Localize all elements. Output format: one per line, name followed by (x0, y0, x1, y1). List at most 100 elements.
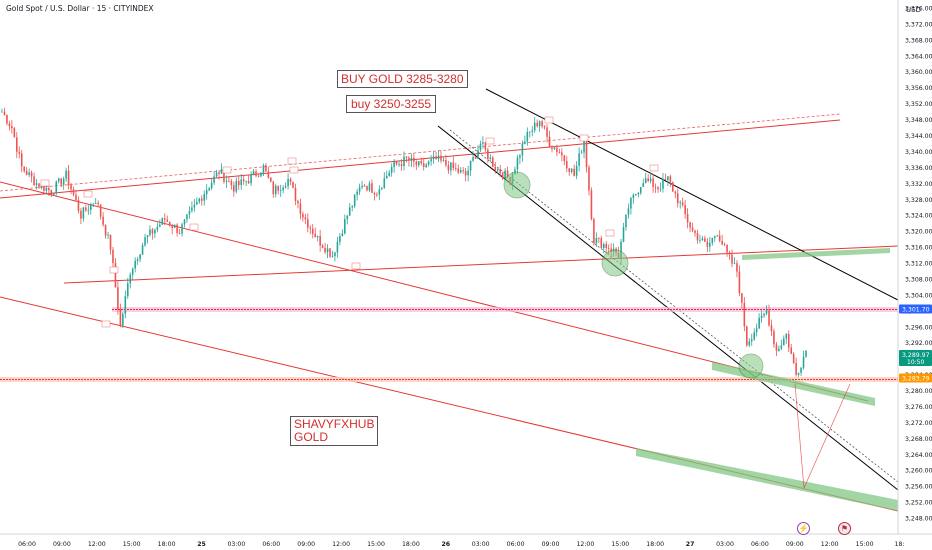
swing-marker (544, 116, 554, 124)
candle-body (171, 225, 173, 228)
buy-gold-note[interactable]: BUY GOLD 3285-3280 (337, 70, 468, 88)
candle-body (336, 241, 339, 253)
candle-body (797, 372, 800, 375)
candle-body (405, 156, 408, 158)
x-tick-label: 18:00 (646, 541, 664, 548)
candle-body (632, 194, 635, 198)
flag-icon[interactable]: ⚑ (838, 522, 851, 535)
candle-body (114, 263, 117, 288)
swing-marker (579, 134, 589, 142)
candle-body (146, 235, 149, 238)
candle-body (107, 234, 109, 236)
candle-body (755, 328, 758, 333)
candle-body (736, 263, 738, 272)
candle-body (383, 178, 386, 189)
x-tick-label: 06:00 (751, 541, 769, 548)
candle-body (686, 214, 689, 223)
candle-body (741, 293, 743, 303)
candle-body (215, 172, 218, 177)
candle-body (674, 191, 677, 194)
candle-body (20, 153, 23, 167)
candle-body (358, 187, 361, 192)
price-tag-value: 3,289.97 (902, 352, 930, 359)
candle-body (89, 204, 92, 210)
candle-body (245, 180, 247, 182)
brand-note[interactable]: SHAVYFXHUB GOLD (290, 416, 379, 446)
candle-body (252, 171, 255, 175)
candle-body (390, 166, 393, 173)
y-tick-label: 3,372.00 (905, 21, 932, 28)
candle-body (464, 171, 467, 176)
candle-body (311, 228, 314, 234)
candle-body (198, 198, 201, 202)
swing-marker (109, 266, 119, 274)
candle-body (75, 194, 77, 201)
candle-body (403, 156, 405, 166)
candle-body (168, 221, 171, 226)
candle-body (23, 166, 25, 171)
candle-body (267, 171, 270, 178)
y-tick-label: 3,340.00 (905, 149, 932, 156)
price-tag-time: 10:50 (907, 359, 924, 366)
candle-body (711, 237, 714, 243)
candle-body (38, 183, 40, 188)
candle-body (662, 178, 664, 189)
buy-zone-text: buy 3250-3255 (351, 97, 432, 111)
candle-body (186, 214, 188, 220)
candle-body (13, 128, 16, 138)
candle-body (11, 126, 13, 129)
lightning-icon[interactable]: ⚡ (797, 522, 810, 535)
candle-body (240, 179, 243, 186)
candle-body (205, 190, 208, 195)
candle-body (748, 341, 751, 346)
candle-body (457, 168, 460, 173)
candle-body (558, 152, 561, 153)
upper-channel-dashed (0, 113, 841, 192)
candle-body (533, 122, 536, 131)
candle-body (524, 141, 526, 144)
candle-body (519, 155, 521, 158)
candle-body (97, 202, 99, 205)
candle-body (780, 345, 783, 349)
candle-body (331, 256, 334, 257)
green-zone-upper (742, 248, 890, 260)
swing-marker (289, 166, 299, 174)
candle-body (99, 204, 102, 217)
x-tick-label: 18:00 (158, 541, 176, 548)
candle-body (454, 168, 457, 169)
candle-body (129, 274, 132, 284)
candle-body (228, 180, 230, 182)
candle-body (452, 162, 455, 169)
candle-body (765, 310, 768, 314)
candle-body (437, 155, 440, 159)
highlight-circle (503, 171, 531, 199)
swing-marker (222, 166, 232, 174)
candle-body (181, 224, 183, 234)
buy-zone-note[interactable]: buy 3250-3255 (346, 95, 437, 113)
candle-body (413, 157, 415, 162)
candle-body (565, 161, 568, 169)
x-tick-label: 09:00 (542, 541, 560, 548)
candle-body (763, 313, 765, 316)
candle-body (102, 216, 104, 225)
candle-body (489, 157, 492, 160)
y-tick-label: 3,248.00 (905, 516, 932, 523)
candle-body (410, 157, 413, 161)
candle-body (15, 137, 18, 152)
candle-body (200, 198, 203, 201)
candle-body (65, 170, 67, 179)
candle-body (176, 224, 178, 233)
candle-body (339, 236, 341, 242)
candle-body (491, 157, 494, 167)
candle-body (326, 248, 329, 253)
candle-body (583, 140, 585, 153)
candle-body (274, 185, 277, 195)
candle-body (373, 192, 376, 195)
candle-body (408, 157, 410, 161)
candle-body (344, 219, 346, 234)
candle-body (622, 227, 625, 242)
candle-body (477, 150, 479, 159)
x-tick-label: 03:00 (472, 541, 490, 548)
y-tick-label: 3,280.00 (905, 388, 932, 395)
